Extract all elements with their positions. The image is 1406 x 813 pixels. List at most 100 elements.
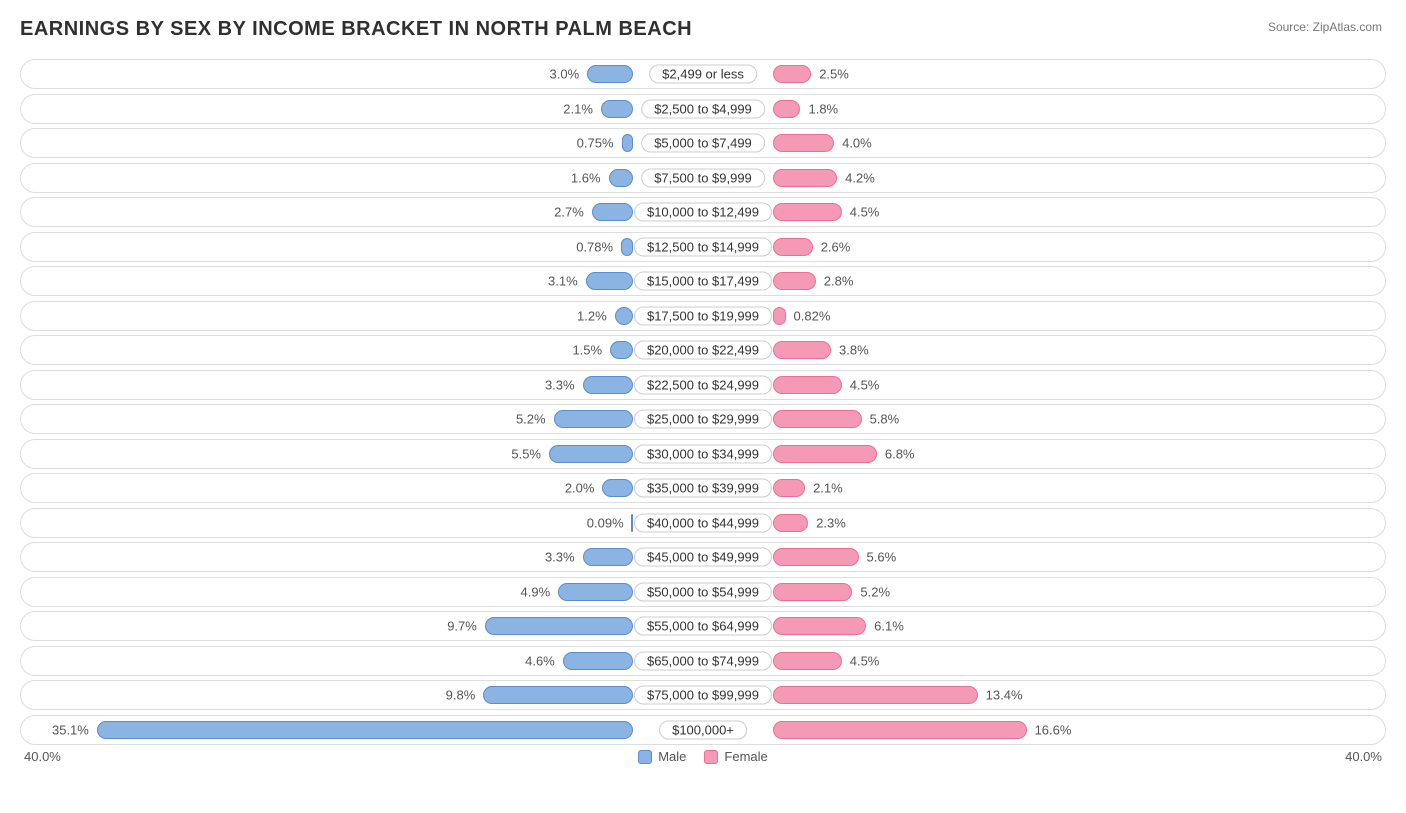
legend-male-label: Male bbox=[658, 749, 686, 764]
male-pct-label: 3.1% bbox=[548, 274, 578, 289]
bracket-label: $12,500 to $14,999 bbox=[634, 237, 772, 256]
bracket-label: $17,500 to $19,999 bbox=[634, 306, 772, 325]
female-pct-label: 1.8% bbox=[808, 101, 838, 116]
male-bar bbox=[610, 341, 633, 359]
female-pct-label: 6.8% bbox=[885, 446, 915, 461]
female-pct-label: 4.5% bbox=[850, 377, 880, 392]
male-pct-label: 35.1% bbox=[52, 722, 89, 737]
female-bar bbox=[773, 341, 831, 359]
bracket-label: $22,500 to $24,999 bbox=[634, 375, 772, 394]
bar-row: $22,500 to $24,999 3.3% 4.5% bbox=[20, 370, 1386, 400]
male-pct-label: 2.0% bbox=[565, 481, 595, 496]
female-pct-label: 2.3% bbox=[816, 515, 846, 530]
axis-right-label: 40.0% bbox=[1345, 749, 1382, 764]
swatch-female bbox=[704, 750, 718, 764]
bar-row: $100,000+35.1%16.6% bbox=[20, 715, 1386, 745]
female-bar bbox=[773, 410, 862, 428]
male-bar bbox=[601, 100, 633, 118]
male-pct-label: 2.1% bbox=[563, 101, 593, 116]
male-bar bbox=[485, 617, 633, 635]
female-pct-label: 13.4% bbox=[986, 688, 1023, 703]
male-pct-label: 0.78% bbox=[576, 239, 613, 254]
bracket-label: $20,000 to $22,499 bbox=[634, 341, 772, 360]
bracket-label: $35,000 to $39,999 bbox=[634, 479, 772, 498]
bar-row: $40,000 to $44,9990.09%2.3% bbox=[20, 508, 1386, 538]
bar-row: $45,000 to $49,9993.3%5.6% bbox=[20, 542, 1386, 572]
bracket-label: $15,000 to $17,499 bbox=[634, 272, 772, 291]
female-bar bbox=[773, 65, 811, 83]
bar-row: $17,500 to $19,9991.2%0.82% bbox=[20, 301, 1386, 331]
female-bar bbox=[773, 721, 1027, 739]
male-bar bbox=[621, 238, 633, 256]
female-bar bbox=[773, 100, 800, 118]
bar-row: $20,000 to $22,4991.5%3.8% bbox=[20, 335, 1386, 365]
bar-row: $50,000 to $54,999 4.9% 5.2% bbox=[20, 577, 1386, 607]
female-bar bbox=[773, 652, 842, 670]
male-pct-label: 4.9% bbox=[521, 584, 551, 599]
male-pct-label: 0.75% bbox=[577, 136, 614, 151]
female-pct-label: 5.2% bbox=[860, 584, 890, 599]
female-pct-label: 6.1% bbox=[874, 619, 904, 634]
axis-left-label: 40.0% bbox=[24, 749, 61, 764]
male-pct-label: 1.6% bbox=[571, 170, 601, 185]
female-pct-label: 2.1% bbox=[813, 481, 843, 496]
male-bar bbox=[483, 686, 633, 704]
female-bar bbox=[773, 686, 978, 704]
bracket-label: $50,000 to $54,999 bbox=[634, 582, 772, 601]
female-bar bbox=[773, 479, 805, 497]
male-bar bbox=[586, 272, 633, 290]
female-pct-label: 4.2% bbox=[845, 170, 875, 185]
male-pct-label: 3.0% bbox=[550, 67, 580, 82]
bar-row: $12,500 to $14,999 0.78% 2.6% bbox=[20, 232, 1386, 262]
bar-row: $30,000 to $34,999 5.5% 6.8% bbox=[20, 439, 1386, 469]
female-bar bbox=[773, 548, 859, 566]
bar-row: $25,000 to $29,9995.2%5.8% bbox=[20, 404, 1386, 434]
female-bar bbox=[773, 307, 786, 325]
female-pct-label: 5.8% bbox=[870, 412, 900, 427]
female-bar bbox=[773, 134, 834, 152]
bracket-label: $55,000 to $64,999 bbox=[634, 617, 772, 636]
female-pct-label: 2.5% bbox=[819, 67, 849, 82]
female-bar bbox=[773, 583, 852, 601]
female-pct-label: 2.6% bbox=[821, 239, 851, 254]
bracket-label: $10,000 to $12,499 bbox=[634, 203, 772, 222]
male-bar bbox=[554, 410, 633, 428]
male-bar bbox=[583, 376, 633, 394]
female-bar bbox=[773, 617, 866, 635]
bracket-label: $2,499 or less bbox=[649, 65, 757, 84]
bracket-label: $65,000 to $74,999 bbox=[634, 651, 772, 670]
male-bar bbox=[587, 65, 633, 83]
bar-row: $35,000 to $39,999 2.0% 2.1% bbox=[20, 473, 1386, 503]
female-pct-label: 4.5% bbox=[850, 205, 880, 220]
bar-row: $75,000 to $99,999 9.8% 13.4% bbox=[20, 680, 1386, 710]
axis-row: 40.0% Male Female 40.0% bbox=[20, 749, 1386, 764]
bar-row: $10,000 to $12,4992.7%4.5% bbox=[20, 197, 1386, 227]
female-bar bbox=[773, 445, 877, 463]
male-pct-label: 9.8% bbox=[446, 688, 476, 703]
male-bar bbox=[549, 445, 633, 463]
female-pct-label: 4.0% bbox=[842, 136, 872, 151]
bar-row: $2,499 or less 3.0% 2.5% bbox=[20, 59, 1386, 89]
male-bar bbox=[622, 134, 633, 152]
female-pct-label: 5.6% bbox=[867, 550, 897, 565]
female-pct-label: 4.5% bbox=[850, 653, 880, 668]
male-bar bbox=[609, 169, 633, 187]
bracket-label: $75,000 to $99,999 bbox=[634, 686, 772, 705]
male-bar bbox=[602, 479, 633, 497]
male-bar bbox=[583, 548, 633, 566]
swatch-male bbox=[638, 750, 652, 764]
male-pct-label: 3.3% bbox=[545, 377, 575, 392]
bar-row: $2,500 to $4,9992.1%1.8% bbox=[20, 94, 1386, 124]
male-bar bbox=[631, 514, 633, 532]
bar-row: $7,500 to $9,9991.6%4.2% bbox=[20, 163, 1386, 193]
bracket-label: $5,000 to $7,499 bbox=[641, 134, 765, 153]
male-bar bbox=[592, 203, 633, 221]
bracket-label: $40,000 to $44,999 bbox=[634, 513, 772, 532]
male-pct-label: 5.2% bbox=[516, 412, 546, 427]
bracket-label: $30,000 to $34,999 bbox=[634, 444, 772, 463]
legend: Male Female bbox=[638, 749, 768, 764]
bracket-label: $100,000+ bbox=[659, 720, 747, 739]
male-pct-label: 5.5% bbox=[511, 446, 541, 461]
male-pct-label: 3.3% bbox=[545, 550, 575, 565]
legend-female-label: Female bbox=[724, 749, 767, 764]
